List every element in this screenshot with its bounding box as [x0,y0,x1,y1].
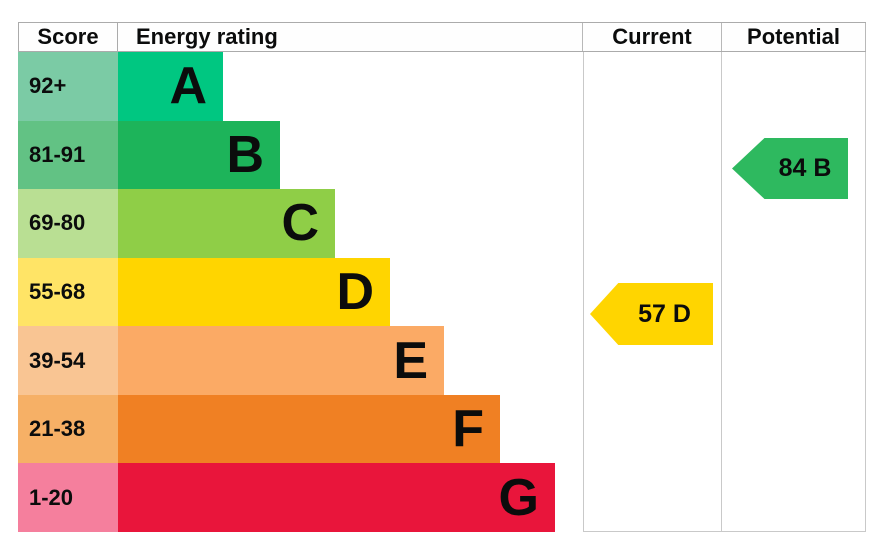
band-row-d: 55-68 D [18,257,866,327]
band-row-c: 69-80 C [18,189,866,258]
score-range-label: 21-38 [29,416,86,442]
energy-rating-column-header: Energy rating [118,23,583,51]
score-range-label: 55-68 [29,279,86,305]
score-range-label: 69-80 [29,210,86,236]
rating-letter: E [393,331,428,390]
rating-bar: B [118,120,280,190]
score-range-cell: 1-20 [18,463,118,533]
rating-letter: C [281,194,319,253]
rating-bar: F [118,394,500,464]
potential-rating-label: 84 B [778,154,832,182]
potential-column-header: Potential [722,23,866,51]
band-row-a: 92+ A [18,52,866,121]
score-range-label: 92+ [29,73,67,99]
band-row-f: 21-38 F [18,394,866,464]
score-range-label: 1-20 [29,484,74,510]
current-rating-label: 57 D [638,299,691,328]
score-column-header: Score [18,23,118,51]
score-range-cell: 55-68 [18,257,118,327]
rating-letter: D [336,263,374,322]
score-range-cell: 39-54 [18,326,118,395]
score-range-label: 39-54 [29,347,86,373]
score-range-label: 81-91 [29,141,86,167]
rating-letter: G [498,468,539,527]
rating-bar: D [118,257,390,327]
rating-bar: C [118,189,335,258]
score-range-cell: 92+ [18,52,118,121]
band-row-g: 1-20 G [18,463,866,533]
rating-letter: F [452,400,484,459]
current-rating-arrow: 57 D [590,283,713,345]
rating-bands: 92+ A 81-91 B 69-80 C 55-68 [18,52,866,533]
score-range-cell: 81-91 [18,120,118,190]
current-column-header: Current [583,23,722,51]
rating-bar: A [118,52,223,121]
rating-bar: G [118,463,555,533]
table-header-row: Score Energy rating Current Potential [18,22,866,52]
rating-letter: B [226,125,264,184]
band-row-e: 39-54 E [18,326,866,395]
score-range-cell: 69-80 [18,189,118,258]
rating-bar: E [118,326,444,395]
band-row-b: 81-91 B [18,120,866,190]
score-range-cell: 21-38 [18,394,118,464]
rating-letter: A [169,57,207,116]
